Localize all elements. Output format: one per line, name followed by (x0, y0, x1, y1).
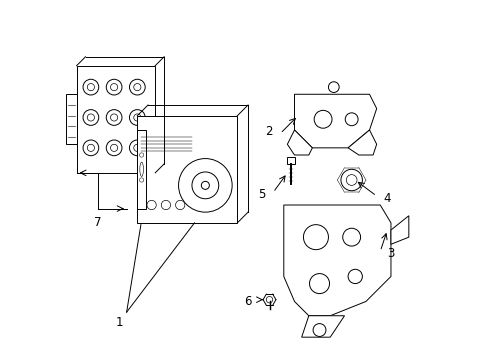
Circle shape (345, 113, 357, 126)
Circle shape (161, 201, 170, 210)
Bar (286, 157, 295, 164)
Polygon shape (294, 94, 376, 148)
Circle shape (139, 153, 143, 157)
Text: 4: 4 (383, 192, 390, 205)
Text: 3: 3 (386, 247, 394, 260)
Circle shape (87, 144, 94, 152)
Text: 2: 2 (265, 125, 272, 138)
Circle shape (342, 228, 360, 246)
Text: 1: 1 (116, 316, 123, 329)
Circle shape (106, 110, 122, 125)
Circle shape (83, 140, 99, 156)
Circle shape (110, 114, 118, 121)
Circle shape (134, 144, 141, 152)
Circle shape (175, 201, 184, 210)
Circle shape (313, 111, 331, 128)
Circle shape (83, 79, 99, 95)
Circle shape (201, 181, 209, 189)
Bar (137, 130, 146, 208)
Circle shape (139, 178, 143, 182)
Circle shape (129, 140, 145, 156)
Circle shape (87, 114, 94, 121)
Circle shape (312, 324, 325, 337)
Polygon shape (287, 130, 312, 155)
Bar (66, 94, 77, 144)
Text: 7: 7 (94, 216, 102, 229)
Bar (137, 116, 237, 223)
Polygon shape (347, 130, 376, 155)
Circle shape (192, 172, 218, 199)
Circle shape (340, 169, 362, 191)
Circle shape (129, 79, 145, 95)
Circle shape (110, 84, 118, 91)
Text: 5: 5 (258, 188, 265, 201)
Circle shape (347, 269, 362, 284)
Circle shape (346, 175, 356, 185)
Circle shape (106, 79, 122, 95)
Bar (77, 66, 155, 173)
Circle shape (147, 201, 156, 210)
Text: 6: 6 (244, 295, 251, 308)
Polygon shape (301, 316, 344, 337)
Polygon shape (283, 205, 390, 316)
Circle shape (178, 158, 232, 212)
Circle shape (309, 274, 329, 294)
Circle shape (83, 110, 99, 125)
Circle shape (328, 82, 339, 93)
Circle shape (106, 140, 122, 156)
Circle shape (134, 84, 141, 91)
Circle shape (110, 144, 118, 152)
Circle shape (87, 84, 94, 91)
Circle shape (129, 110, 145, 125)
Circle shape (134, 114, 141, 121)
Circle shape (303, 225, 328, 249)
Polygon shape (390, 216, 408, 244)
Ellipse shape (140, 162, 143, 176)
Circle shape (266, 296, 272, 303)
